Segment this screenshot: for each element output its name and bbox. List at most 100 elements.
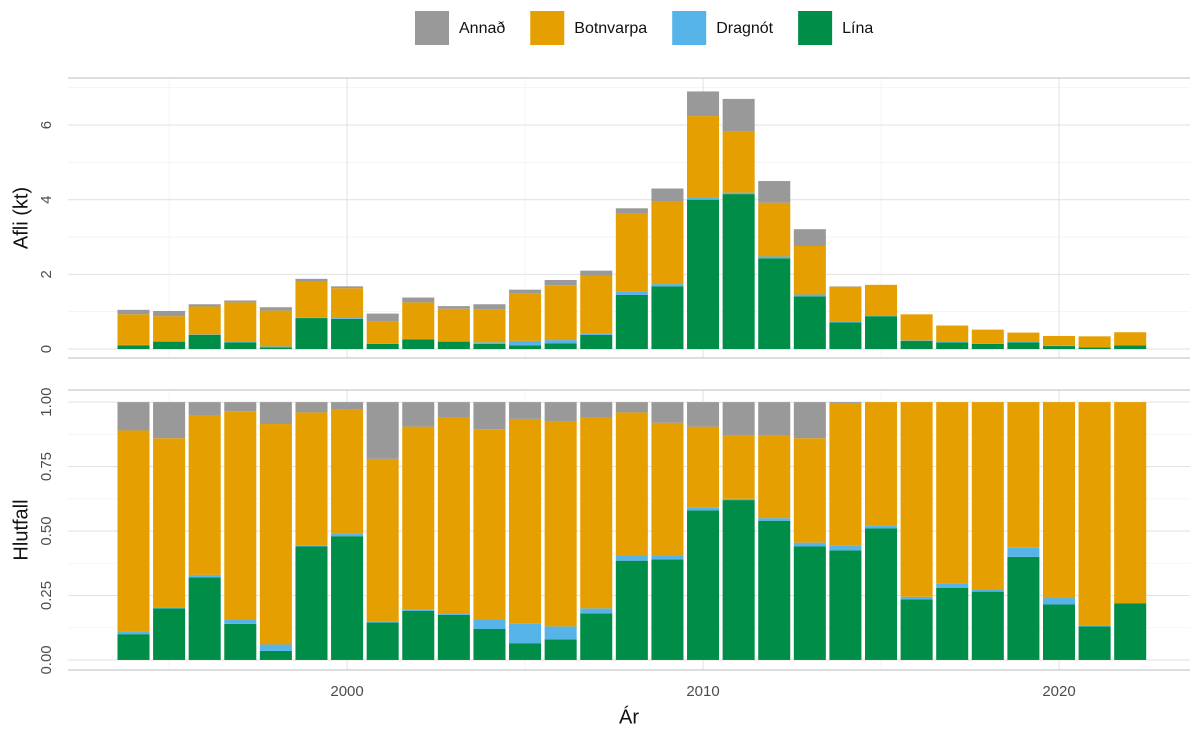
bar-segment: [829, 321, 862, 323]
bar-segment: [331, 533, 364, 537]
bar-segment: [366, 402, 399, 459]
bar-segment: [295, 281, 328, 318]
bar-segment: [188, 402, 221, 416]
bar-segment: [402, 610, 435, 660]
bar-segment: [793, 296, 826, 350]
bar-segment: [1042, 604, 1076, 660]
bar-segment: [331, 288, 364, 319]
bar-segment: [722, 498, 755, 501]
bar-segment: [295, 318, 328, 350]
bar-segment: [295, 402, 328, 413]
bar-segment: [936, 342, 969, 350]
bar-segment: [295, 412, 328, 546]
bar-segment: [366, 458, 399, 622]
bar-segment: [117, 634, 150, 660]
bar-segment: [224, 302, 257, 342]
bar-segment: [473, 402, 506, 430]
legend-swatch: [530, 11, 565, 45]
bar-segment: [722, 192, 755, 195]
bar-segment: [580, 270, 613, 276]
bar-segment: [117, 402, 150, 431]
bar-segment: [1007, 342, 1040, 350]
bar-segment: [509, 418, 542, 624]
bar-segment: [402, 302, 435, 339]
bar-segment: [224, 342, 257, 350]
bar-segment: [722, 435, 755, 499]
bar-segment: [758, 202, 791, 257]
bar-segment: [1078, 402, 1111, 626]
bar-segment: [971, 343, 1004, 350]
bar-segment: [615, 560, 648, 660]
bar-segment: [687, 510, 720, 660]
bar-segment: [473, 342, 506, 344]
bar-segment: [259, 307, 292, 311]
bar-segment: [651, 402, 684, 423]
bar-segment: [331, 409, 364, 534]
bar-segment: [1114, 603, 1147, 660]
bar-segment: [153, 316, 186, 342]
bar-segment: [509, 402, 542, 419]
bar-segment: [687, 402, 720, 427]
bar-segment: [615, 294, 648, 350]
bar-segment: [971, 402, 1004, 590]
bar-segment: [331, 536, 364, 660]
bar-segment: [437, 613, 470, 615]
bar-segment: [509, 623, 542, 644]
bar-segment: [188, 334, 221, 350]
bar-segment: [865, 528, 898, 660]
bar-segment: [153, 607, 186, 609]
bar-segment: [936, 583, 969, 588]
bar-segment: [117, 631, 150, 635]
legend-swatch: [415, 11, 449, 45]
bar-segment: [509, 293, 542, 341]
bar-segment: [900, 596, 933, 600]
bar-segment: [259, 347, 292, 350]
bar-segment: [117, 309, 150, 315]
bar-segment: [793, 542, 826, 547]
bar-segment: [615, 555, 648, 561]
bar-segment: [651, 201, 684, 285]
legend-label: Annað: [459, 20, 505, 37]
bar-segment: [402, 426, 435, 610]
bar-segment: [936, 402, 969, 584]
bar-segment: [758, 256, 791, 259]
x-tick-label: 2020: [1042, 683, 1075, 700]
bar-segment: [509, 340, 542, 346]
bar-segment: [829, 550, 862, 660]
bar-segment: [722, 500, 755, 660]
bar-segment: [580, 608, 613, 614]
y-axis-title: Hlutfall: [10, 499, 32, 560]
bar-segment: [793, 438, 826, 543]
bar-segment: [687, 197, 720, 200]
bar-segment: [580, 334, 613, 350]
bar-segment: [971, 591, 1004, 660]
bar-segment: [437, 306, 470, 309]
bar-segment: [829, 322, 862, 350]
legend-swatch: [798, 11, 833, 45]
bar-segment: [402, 339, 435, 350]
bar-segment: [117, 430, 150, 632]
bar-segment: [509, 643, 542, 660]
bar-segment: [224, 300, 257, 303]
x-tick-label: 2010: [686, 683, 719, 700]
bar-segment: [829, 402, 862, 404]
y-tick-label: 0.75: [38, 452, 55, 481]
bar-segment: [188, 304, 221, 307]
bar-segment: [829, 403, 862, 546]
bar-segment: [295, 278, 328, 282]
bar-segment: [509, 345, 542, 350]
bar-segment: [473, 619, 506, 630]
bar-segment: [153, 438, 186, 608]
bar-segment: [295, 545, 328, 547]
bar-segment: [1114, 345, 1147, 350]
bar-segment: [722, 131, 755, 193]
bar-segment: [758, 258, 791, 350]
bar-segment: [437, 402, 470, 418]
bar-segment: [580, 613, 613, 660]
bar-segment: [829, 286, 862, 322]
bar-segment: [651, 284, 684, 287]
x-axis-title: Ár: [619, 705, 639, 728]
bar-segment: [900, 402, 933, 597]
legend-label: Lína: [842, 20, 873, 37]
bar-segment: [1078, 347, 1111, 350]
